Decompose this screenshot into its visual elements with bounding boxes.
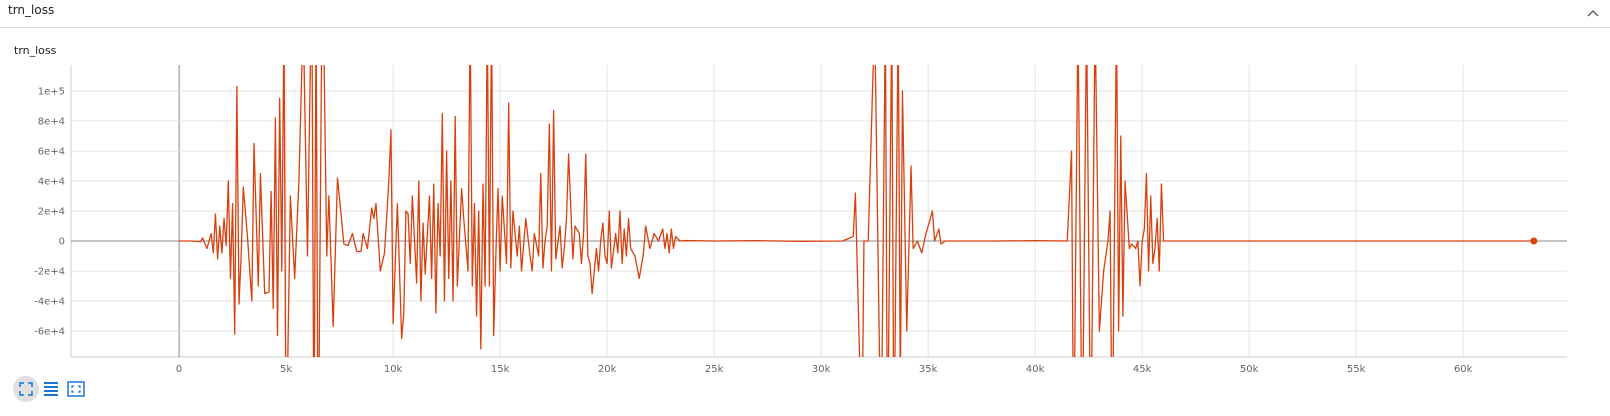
y-tick-label: 0: [59, 237, 65, 248]
x-tick-label: 60k: [1454, 364, 1473, 375]
x-tick-label: 20k: [598, 364, 617, 375]
x-tick-label: 40k: [1026, 364, 1045, 375]
x-tick-label: 15k: [491, 364, 510, 375]
x-tick-label: 5k: [280, 364, 292, 375]
y-tick-label: 1e+5: [38, 86, 65, 97]
section-title: trn_loss: [8, 3, 55, 17]
x-tick-label: 50k: [1240, 364, 1259, 375]
y-tick-label: 8e+4: [38, 116, 65, 127]
y-tick-label: 4e+4: [38, 176, 65, 187]
x-tick-label: 10k: [384, 364, 403, 375]
last-point: [1530, 237, 1538, 245]
log-toggle-button[interactable]: [44, 382, 58, 396]
x-tick-label: 25k: [705, 364, 724, 375]
x-tick-label: 0: [176, 364, 182, 375]
x-tick-label: 55k: [1347, 364, 1366, 375]
chart-title: trn_loss: [14, 44, 57, 57]
fit-button[interactable]: [13, 376, 39, 402]
y-tick-label: 2e+4: [38, 207, 65, 218]
x-tick-label: 30k: [812, 364, 831, 375]
y-tick-label: -4e+4: [34, 297, 65, 308]
x-tick-label: 45k: [1133, 364, 1152, 375]
y-tick-label: 6e+4: [38, 146, 65, 157]
expand-button[interactable]: [67, 381, 85, 397]
section-header[interactable]: trn_loss: [0, 0, 1610, 28]
y-tick-label: -6e+4: [34, 327, 65, 338]
collapse-icon[interactable]: [1586, 6, 1600, 20]
y-tick-label: -2e+4: [34, 267, 65, 278]
loss-line: [179, 65, 1534, 357]
x-tick-label: 35k: [919, 364, 938, 375]
